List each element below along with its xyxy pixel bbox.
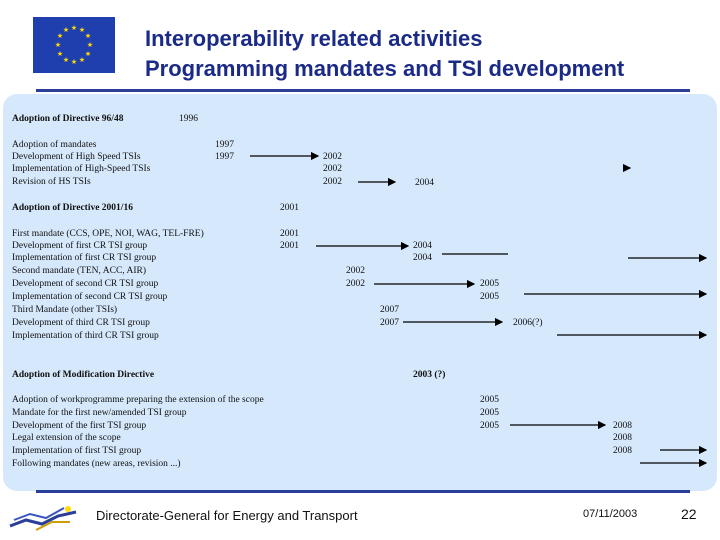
timeline-item: Development of the first TSI group — [12, 421, 147, 431]
timeline-year: 2005 — [480, 395, 499, 405]
timeline-item: Adoption of workprogramme preparing the … — [12, 395, 264, 405]
timeline-year: 2002 — [323, 177, 342, 187]
timeline-year: 2004 — [413, 253, 432, 263]
timeline-year: 2005 — [480, 408, 499, 418]
timeline-item: Development of High Speed TSIs — [12, 152, 141, 162]
timeline-end-year: 2004 — [415, 178, 434, 188]
svg-text:★: ★ — [79, 56, 85, 64]
timeline-year: 2005 — [480, 421, 499, 431]
timeline-year: 2002 — [323, 164, 342, 174]
timeline-year: 2001 — [280, 241, 299, 251]
title-line-2: Programming mandates and TSI development — [145, 56, 625, 81]
timeline-year: 1996 — [179, 114, 198, 124]
svg-text:★: ★ — [85, 32, 91, 40]
svg-text:★: ★ — [85, 50, 91, 58]
timeline-year: 2008 — [613, 446, 632, 456]
timeline-item: Implementation of third CR TSI group — [12, 331, 159, 341]
timeline-item: Adoption of mandates — [12, 140, 97, 150]
timeline-item: First mandate (CCS, OPE, NOI, WAG, TEL-F… — [12, 229, 204, 239]
timeline-heading: Adoption of Directive 96/48 — [12, 114, 124, 124]
svg-text:★: ★ — [63, 26, 69, 34]
timeline-end-year: 2006(?) — [513, 318, 543, 328]
timeline-year: 2005 — [480, 292, 499, 302]
timeline-end-year: 2004 — [413, 241, 432, 251]
timeline-item: Development of third CR TSI group — [12, 318, 150, 328]
timeline-item: Revision of HS TSIs — [12, 177, 91, 187]
svg-text:★: ★ — [87, 41, 93, 49]
footer-organization: Directorate-General for Energy and Trans… — [96, 508, 358, 523]
timeline-year: 2007 — [380, 318, 399, 328]
timeline-item: Legal extension of the scope — [12, 433, 121, 443]
timeline-year: 1997 — [215, 152, 234, 162]
timeline-year: 1997 — [215, 140, 234, 150]
timeline-item: Development of first CR TSI group — [12, 241, 148, 251]
timeline-end-year: 2008 — [613, 421, 632, 431]
timeline-item: Implementation of second CR TSI group — [12, 292, 168, 302]
timeline-item: Implementation of High-Speed TSIs — [12, 164, 151, 174]
footer-date: 07/11/2003 — [583, 508, 638, 520]
svg-text:★: ★ — [71, 24, 77, 32]
dg-tren-logo-icon — [6, 500, 82, 532]
timeline-item: Implementation of first TSI group — [12, 446, 142, 456]
svg-text:★: ★ — [79, 26, 85, 34]
timeline-year: 2001 — [280, 229, 299, 239]
timeline-item: Development of second CR TSI group — [12, 279, 159, 289]
timeline-year: 2003 (?) — [413, 370, 446, 380]
timeline-heading: Adoption of Directive 2001/16 — [12, 203, 133, 213]
footer-divider — [36, 490, 690, 493]
svg-text:★: ★ — [57, 32, 63, 40]
svg-text:★: ★ — [57, 50, 63, 58]
timeline-heading: Adoption of Modification Directive — [12, 370, 155, 380]
title-line-1: Interoperability related activities — [145, 26, 483, 51]
svg-text:★: ★ — [63, 56, 69, 64]
timeline-item: Third Mandate (other TSIs) — [12, 305, 118, 315]
timeline-year: 2007 — [380, 305, 399, 315]
svg-text:★: ★ — [55, 41, 61, 49]
timeline-item: Following mandates (new areas, revision … — [12, 459, 181, 469]
timeline-year: 2008 — [613, 433, 632, 443]
timeline-item: Second mandate (TEN, ACC, AIR) — [12, 266, 147, 276]
timeline-item: Implementation of first CR TSI group — [12, 253, 157, 263]
timeline-year: 2001 — [280, 203, 299, 213]
page-number: 22 — [681, 506, 697, 522]
timeline-year: 2002 — [346, 279, 365, 289]
header-divider — [36, 89, 690, 92]
timeline-end-year: 2002 — [323, 152, 342, 162]
timeline-year: 2002 — [346, 266, 365, 276]
svg-text:★: ★ — [71, 58, 77, 66]
timeline-item: Mandate for the first new/amended TSI gr… — [12, 408, 187, 418]
eu-flag-icon: ★ ★ ★ ★ ★ ★ ★ ★ ★ ★ ★ ★ — [33, 17, 115, 73]
timeline-end-year: 2005 — [480, 279, 499, 289]
page-title: Interoperability related activities Prog… — [145, 24, 624, 84]
